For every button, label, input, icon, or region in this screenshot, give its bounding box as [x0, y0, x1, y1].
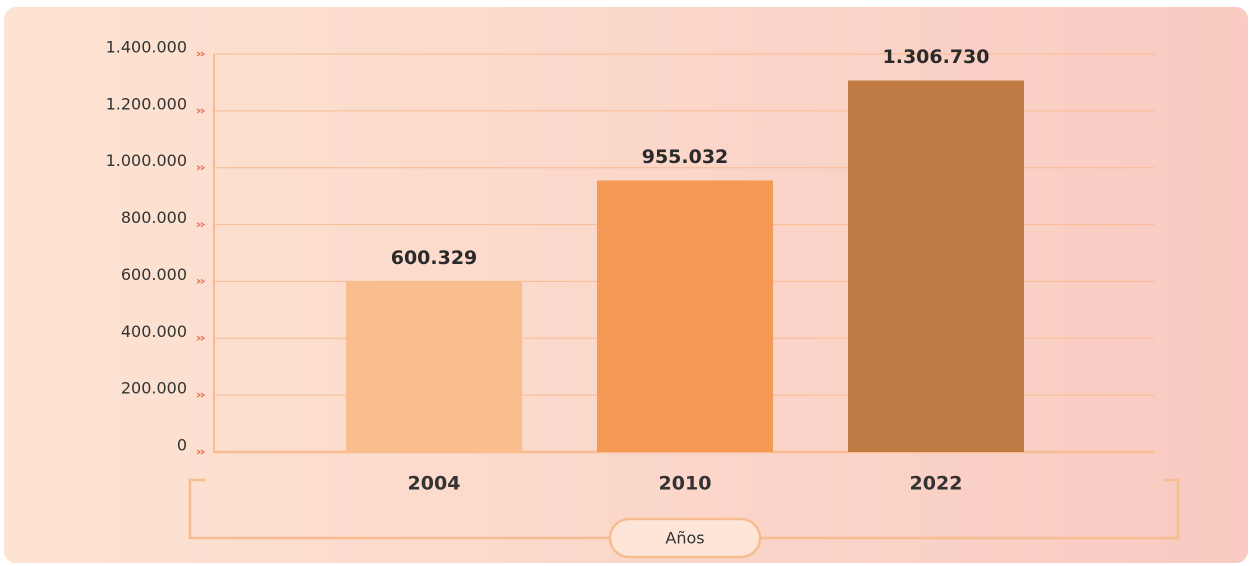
y-tick-label: 1.400.000 [106, 38, 187, 57]
tick-marker [196, 392, 206, 398]
tick-marker [196, 449, 206, 455]
tick-marker [196, 278, 206, 284]
y-tick-label: 1.000.000 [106, 151, 187, 170]
y-tick-label: 800.000 [121, 208, 187, 227]
y-tick-label: 600.000 [121, 265, 187, 284]
x-label-pill [608, 517, 762, 559]
bar [346, 281, 522, 452]
tick-marker [196, 51, 206, 57]
axis-bracket [188, 478, 1180, 540]
y-tick-label: 200.000 [121, 379, 187, 398]
value-label: 1.306.730 [883, 46, 990, 68]
bar [848, 80, 1024, 453]
x-tick-label: 2022 [910, 473, 963, 495]
tick-marker [196, 335, 206, 341]
tick-marker [196, 222, 206, 228]
y-tick-label: 1.200.000 [106, 94, 187, 113]
tick-marker [196, 108, 206, 114]
x-axis-label: Años [665, 529, 704, 548]
value-label: 600.329 [391, 247, 478, 269]
value-label: 955.032 [642, 146, 729, 168]
y-tick-label: 400.000 [121, 322, 187, 341]
x-tick-label: 2004 [408, 473, 461, 495]
tick-marker [196, 165, 206, 171]
bar [597, 180, 773, 452]
y-tick-label: 0 [177, 436, 187, 455]
x-tick-label: 2010 [659, 473, 712, 495]
